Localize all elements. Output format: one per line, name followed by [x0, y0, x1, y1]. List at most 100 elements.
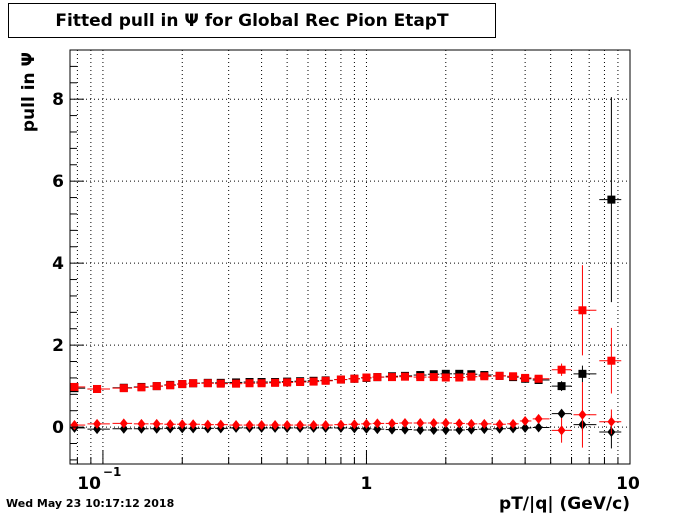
data-series: [70, 97, 622, 449]
x-tick-label: 10: [616, 474, 640, 494]
data-point-square: [557, 382, 566, 391]
plot-frame: [69, 49, 631, 465]
data-point-square: [216, 379, 225, 388]
data-point-diamond: [521, 415, 530, 426]
y-tick-label: 6: [52, 172, 64, 192]
data-point-square: [336, 375, 345, 384]
data-point-diamond: [189, 419, 198, 430]
data-point-diamond: [416, 418, 425, 429]
data-point-square: [534, 374, 543, 383]
data-point-square: [557, 365, 566, 374]
data-point-square: [495, 371, 504, 380]
data-point-diamond: [321, 420, 330, 431]
data-point-diamond: [350, 419, 359, 430]
data-point-diamond: [257, 420, 266, 431]
data-point-square: [245, 379, 254, 388]
data-point-square: [203, 379, 212, 388]
series-1: [70, 265, 622, 394]
x-tick-label: 10: [77, 474, 101, 494]
data-point-square: [70, 382, 79, 391]
data-point-square: [607, 195, 616, 204]
x-tick-label: 1: [361, 474, 373, 494]
data-point-diamond: [271, 420, 280, 431]
data-point-diamond: [441, 418, 450, 429]
data-point-square: [166, 381, 175, 390]
data-point-diamond: [388, 424, 397, 435]
data-point-square: [455, 373, 464, 382]
series-0: [70, 97, 622, 393]
data-point-diamond: [480, 424, 489, 435]
data-point-square: [362, 373, 371, 382]
data-point-diamond: [467, 418, 476, 429]
x-tick-label-exponent: −1: [103, 465, 121, 479]
data-point-square: [388, 373, 397, 382]
data-point-diamond: [416, 424, 425, 435]
data-point-diamond: [480, 418, 489, 429]
data-point-diamond: [119, 418, 128, 429]
data-point-diamond: [429, 424, 438, 435]
data-point-diamond: [336, 419, 345, 430]
data-point-diamond: [400, 418, 409, 429]
data-point-diamond: [119, 423, 128, 434]
data-point-diamond: [557, 408, 566, 419]
data-point-square: [232, 379, 241, 388]
data-point-diamond: [296, 420, 305, 431]
data-point-square: [350, 374, 359, 383]
series-3: [70, 382, 622, 448]
data-point-diamond: [152, 418, 161, 429]
data-point-square: [578, 306, 587, 315]
data-point-diamond: [137, 418, 146, 429]
data-point-square: [321, 376, 330, 385]
data-point-square: [93, 384, 102, 393]
y-tick-label: 0: [52, 418, 64, 438]
y-tick-label: 2: [52, 336, 64, 356]
data-point-diamond: [509, 418, 518, 429]
data-point-square: [607, 356, 616, 365]
data-point-diamond: [93, 424, 102, 435]
data-point-square: [119, 384, 128, 393]
data-point-square: [152, 382, 161, 391]
data-point-square: [189, 379, 198, 388]
data-point-square: [137, 383, 146, 392]
data-point-square: [373, 373, 382, 382]
y-tick-label: 4: [52, 254, 64, 274]
data-point-square: [178, 380, 187, 389]
data-point-diamond: [429, 418, 438, 429]
data-point-diamond: [373, 424, 382, 435]
data-point-diamond: [455, 418, 464, 429]
data-point-square: [441, 373, 450, 382]
data-point-square: [296, 378, 305, 387]
data-point-diamond: [557, 425, 566, 436]
data-point-diamond: [455, 424, 464, 435]
data-point-square: [467, 372, 476, 381]
grid-lines: [70, 50, 630, 464]
data-point-diamond: [467, 424, 476, 435]
data-point-diamond: [521, 422, 530, 433]
data-point-diamond: [232, 420, 241, 431]
data-point-square: [400, 372, 409, 381]
data-point-diamond: [441, 424, 450, 435]
data-point-diamond: [534, 413, 543, 424]
data-point-square: [309, 377, 318, 386]
data-point-square: [509, 372, 518, 381]
y-tick-label: 8: [52, 90, 64, 110]
data-point-square: [257, 379, 266, 388]
y-axis-label: pull in Ψ: [19, 52, 39, 132]
data-point-diamond: [495, 419, 504, 430]
data-point-diamond: [216, 419, 225, 430]
data-point-diamond: [373, 418, 382, 429]
data-point-diamond: [534, 422, 543, 433]
data-point-square: [271, 378, 280, 387]
data-point-square: [429, 373, 438, 382]
data-point-diamond: [166, 419, 175, 430]
timestamp: Wed May 23 10:17:12 2018: [6, 497, 175, 510]
data-point-square: [283, 378, 292, 387]
data-point-diamond: [309, 420, 318, 431]
data-point-diamond: [388, 418, 397, 429]
data-point-diamond: [362, 418, 371, 429]
data-point-diamond: [578, 409, 587, 420]
data-point-square: [480, 372, 489, 381]
data-point-diamond: [400, 424, 409, 435]
